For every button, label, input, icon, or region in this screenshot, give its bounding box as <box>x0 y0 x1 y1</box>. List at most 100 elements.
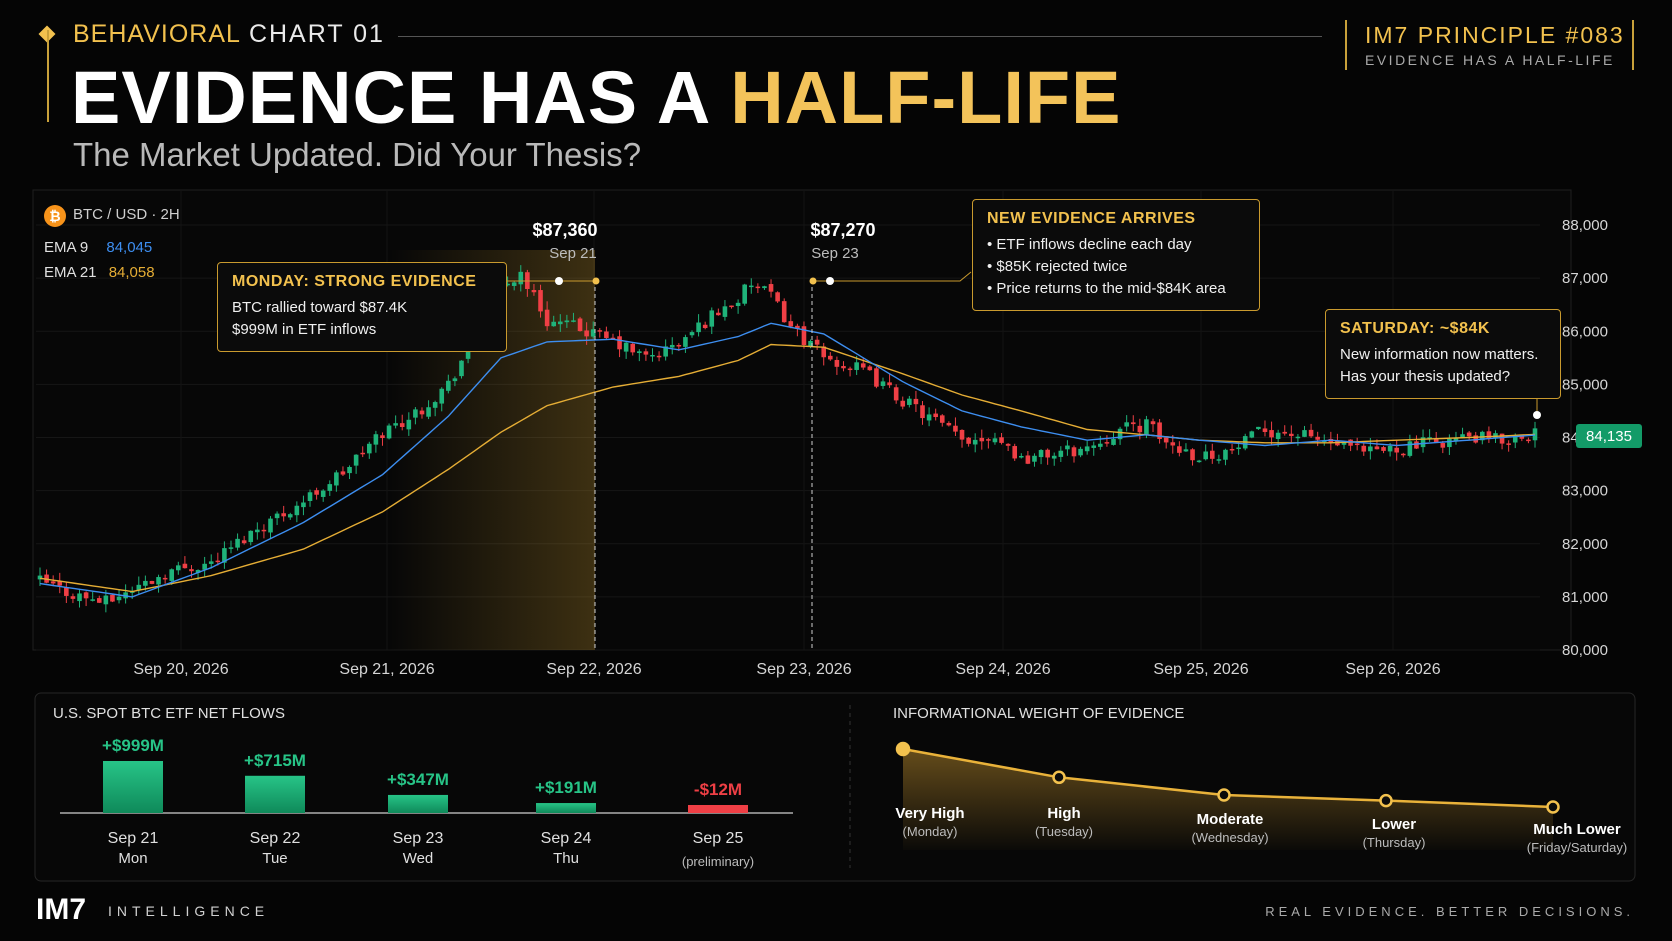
flow-value-label: -$12M <box>694 780 742 799</box>
candle-body <box>505 283 510 286</box>
candle-body <box>1209 450 1215 459</box>
candle-body <box>920 405 925 419</box>
candle-body <box>314 490 319 495</box>
candle-body <box>1315 436 1320 440</box>
candle-body <box>564 320 570 323</box>
y-tick-label: 83,000 <box>1562 483 1608 500</box>
candle-body <box>1098 443 1103 447</box>
saturday-marker <box>1533 411 1541 419</box>
candle-body <box>1130 422 1136 425</box>
candle-body <box>597 330 603 332</box>
candle-body <box>788 321 794 327</box>
x-tick-label: Sep 23, 2026 <box>756 661 851 678</box>
candle-body <box>748 285 754 288</box>
candle-body <box>1196 460 1202 463</box>
candle-body <box>1032 455 1037 462</box>
candle-body <box>399 423 405 427</box>
chart-frame <box>32 189 1572 651</box>
footer-intelligence: INTELLIGENCE <box>108 903 270 919</box>
candle-body <box>775 292 780 302</box>
candle-body <box>1466 432 1472 437</box>
flow-value-label: +$191M <box>535 778 597 797</box>
candle-body <box>294 505 300 516</box>
header-rule <box>398 36 1322 37</box>
candle-body <box>551 321 557 327</box>
chart-kicker: BEHAVIORAL CHART 01 <box>73 20 385 48</box>
candle-body <box>1183 449 1189 452</box>
candle-body <box>1038 450 1044 458</box>
candle-body <box>1236 447 1241 450</box>
weight-point <box>1379 793 1393 808</box>
flow-date-label: Sep 22 <box>250 830 301 847</box>
candle-body <box>169 569 175 581</box>
candle-body <box>1117 428 1123 440</box>
peak1-price: $87,360 <box>532 220 597 240</box>
principle-subtitle: EVIDENCE HAS A HALF-LIFE <box>1365 52 1615 68</box>
candle-body <box>637 351 642 354</box>
candle-body <box>268 518 273 533</box>
candle-body <box>459 360 464 377</box>
weight-point <box>1546 800 1560 814</box>
candle-body <box>544 309 550 327</box>
candle-body <box>1163 437 1169 443</box>
candle-body <box>702 324 708 329</box>
candle-body <box>1407 441 1413 456</box>
candle-body <box>1051 455 1057 459</box>
candle-body <box>1420 437 1426 448</box>
candle-body <box>143 580 148 586</box>
ema21-line <box>39 343 1536 593</box>
candle-body <box>531 290 537 293</box>
candle-body <box>689 332 695 336</box>
candle-body <box>992 438 998 443</box>
candle-body <box>1203 451 1209 460</box>
candle-body <box>722 306 728 317</box>
candle-body <box>1400 453 1406 456</box>
candle-body <box>446 380 451 391</box>
candle-body <box>1427 437 1432 439</box>
candle-body <box>1361 445 1367 452</box>
weight-day-label: (Tuesday) <box>1035 824 1093 839</box>
candle-body <box>241 540 247 544</box>
candle-body <box>1532 428 1538 441</box>
flow-bar <box>103 761 163 813</box>
candle-body <box>208 561 214 564</box>
candle-body <box>1005 443 1011 446</box>
candle-body <box>933 413 938 418</box>
candle-body <box>1216 459 1222 461</box>
candle-body <box>1012 446 1018 459</box>
flow-day-label: Mon <box>118 850 147 867</box>
candle-body <box>255 529 260 533</box>
candle-body <box>590 329 596 337</box>
weight-level-label: Much Lower <box>1533 821 1621 838</box>
weight-point <box>1217 788 1231 802</box>
candle-body <box>650 355 655 357</box>
flow-value-label: +$347M <box>387 770 449 789</box>
candle-body <box>347 466 352 474</box>
candle-body <box>360 452 366 455</box>
candle-body <box>1045 449 1050 458</box>
candle-body <box>1453 438 1459 441</box>
candle-body <box>959 429 965 440</box>
peak2-marker <box>826 277 834 285</box>
y-tick-label: 80,000 <box>1562 642 1608 659</box>
candle-body <box>1190 449 1195 461</box>
candle-body <box>1078 448 1083 456</box>
y-tick-label: 86,000 <box>1562 323 1608 340</box>
candle-body <box>353 454 359 466</box>
candle-body <box>215 560 221 563</box>
candle-body <box>77 593 82 602</box>
candle-body <box>1368 446 1373 452</box>
evidence-connector <box>812 271 972 282</box>
candle-body <box>1091 445 1097 448</box>
y-tick-label: 85,000 <box>1562 376 1608 393</box>
flow-bar <box>688 805 748 813</box>
candle-body <box>630 343 636 353</box>
candle-body <box>90 599 95 601</box>
candle-body <box>669 344 675 348</box>
candle-body <box>176 565 181 571</box>
candle-body <box>538 290 543 312</box>
candle-body <box>518 271 524 285</box>
candle-body <box>781 301 787 323</box>
candle-body <box>1486 431 1492 439</box>
x-tick-label: Sep 21, 2026 <box>339 661 434 678</box>
